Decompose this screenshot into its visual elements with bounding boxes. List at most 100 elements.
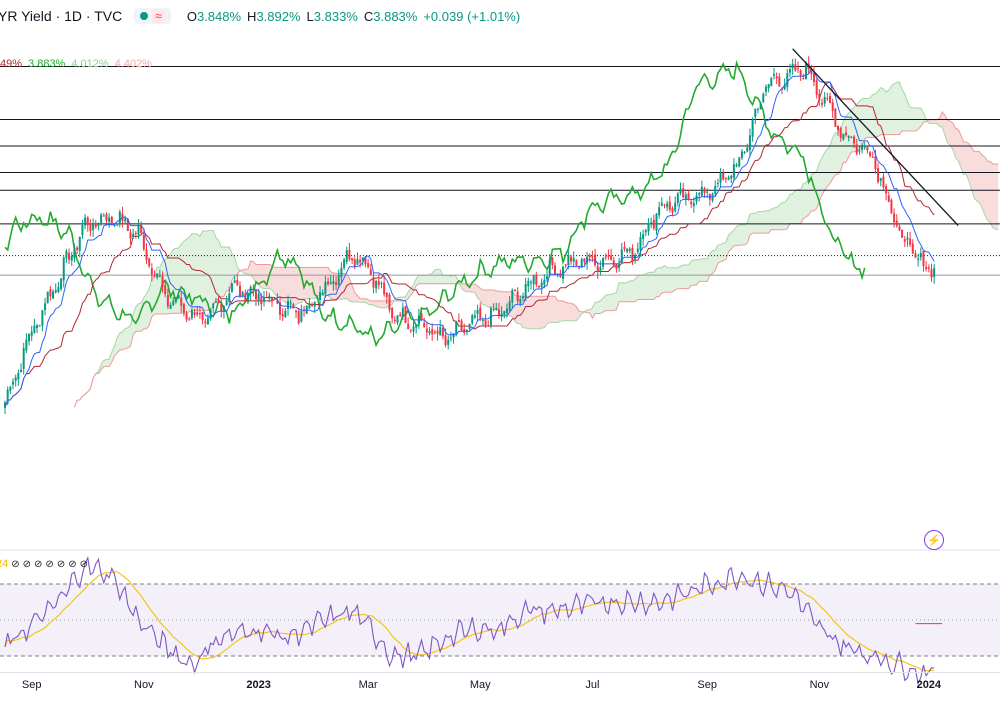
cloud-segment [632,279,635,301]
candle-body [928,267,930,269]
ichimoku-value: 4.012% [71,58,108,70]
candle-body [773,74,775,76]
cloud-segment [424,275,427,284]
candle-body [506,309,508,313]
cloud-segment [219,240,222,298]
candle-body [861,147,863,150]
cloud-segment [211,230,214,310]
candle-body [439,327,441,336]
candle-body [132,234,134,237]
cloud-segment [446,275,449,283]
eye-off-icon[interactable]: ⊘ [68,559,76,570]
eye-off-icon[interactable]: ⊘ [23,559,31,570]
candle-body [172,301,174,305]
cloud-segment [656,268,659,297]
rsi-pane [0,550,1000,684]
candle-body [180,298,182,306]
candle-body [920,253,922,257]
symbol-title[interactable]: YR Yield · 1D · TVC [0,8,122,24]
chart-header: YR Yield · 1D · TVC ≈ O3.848%H3.892%L3.8… [0,0,1000,32]
candle-body [79,237,81,251]
candle-body [426,328,428,332]
cloud-segment [988,161,991,222]
cloud-segment [608,295,611,311]
market-status-pill[interactable]: ≈ [134,8,171,24]
candle-body [522,297,524,299]
cloud-segment [381,301,384,308]
cloud-segment [422,275,425,284]
candle-body [298,311,300,324]
cloud-segment [544,296,547,328]
eye-off-icon[interactable]: ⊘ [34,559,42,570]
cloud-segment [648,272,651,299]
cloud-segment [705,259,708,282]
cloud-segment [224,247,227,296]
candle-body [816,80,818,95]
candle-body [554,265,556,274]
cloud-segment [699,259,702,282]
candle-body [178,295,180,298]
candle-body [44,303,46,310]
candle-body [842,134,844,140]
cloud-segment [931,120,934,124]
cloud-segment [875,91,878,137]
candle-body [437,331,439,334]
candle-body [663,205,665,206]
eye-off-icon[interactable]: ⊘ [45,559,53,570]
flash-icon[interactable]: ⚡ [924,530,944,550]
cloud-segment [526,296,529,329]
rsi-length[interactable]: 24 [0,558,8,570]
ichimoku-value: 49% [0,58,22,70]
candle-body [906,238,908,240]
cloud-segment [894,82,897,134]
x-axis-label: Sep [697,679,717,691]
cloud-segment [275,267,278,295]
candle-body [330,282,332,283]
cloud-segment [771,208,774,230]
candle-body [482,320,484,321]
candle-body [602,258,604,267]
candle-body [290,302,292,303]
candle-body [613,260,615,265]
candle-body [159,276,161,277]
candle-body [135,233,137,234]
cloud-segment [184,239,187,313]
candle-body [434,332,436,333]
candle-body [469,324,471,329]
eye-off-icon[interactable]: ⊘ [80,559,88,570]
candle-body [925,267,927,269]
cloud-segment [766,211,769,233]
cloud-segment [721,243,724,261]
candle-body [848,136,850,138]
eye-off-icon[interactable]: ⊘ [57,559,65,570]
eye-off-icon[interactable]: ⊘ [11,559,19,570]
candle-body [87,217,89,225]
candle-body [565,264,567,265]
candle-body [655,214,657,231]
candle-body [356,259,358,265]
candle-body [701,187,703,196]
candle-body [698,193,700,195]
cloud-segment [622,283,625,302]
candle-body [194,312,196,315]
candle-body [917,259,919,260]
candle-body [570,257,572,262]
candle-body [354,259,356,266]
horizontal-levels[interactable] [0,67,1000,276]
candle-body [170,305,172,309]
candle-body [618,264,620,268]
candle-body [858,150,860,151]
candle-body [498,309,500,315]
cloud-segment [640,275,643,299]
cloud-segment [144,294,147,329]
cloud-segment [806,180,809,217]
candle-body [247,293,249,302]
candle-body [367,263,369,267]
cloud-segment [595,302,598,314]
candle-body [642,234,644,239]
candle-body [20,370,22,372]
candle-body [108,217,110,221]
ohlc-values: O3.848%H3.892%L3.833%C3.883%+0.039 (+1.0… [181,9,520,24]
